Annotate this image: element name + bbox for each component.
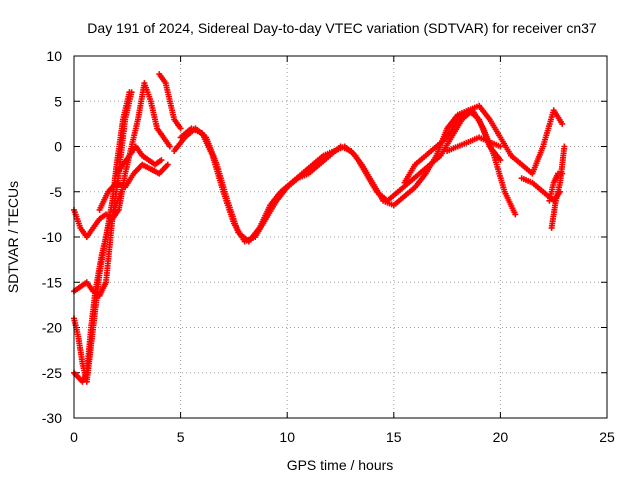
y-tick-label: 10 (46, 48, 62, 64)
data-point (512, 211, 519, 218)
plot-frame (73, 55, 608, 419)
x-tick-label: 25 (599, 429, 615, 445)
data-series (71, 71, 568, 385)
y-tick-label: -30 (42, 410, 62, 426)
y-tick-label: -20 (42, 320, 62, 336)
series-arc-8 (171, 107, 519, 245)
series-arc-3 (71, 89, 133, 385)
y-tick-label: -25 (42, 365, 62, 381)
series-arc-4 (71, 188, 124, 385)
series-arc-11 (444, 134, 504, 154)
series-arc-6 (113, 143, 165, 177)
x-tick-label: 20 (493, 429, 509, 445)
data-point (497, 143, 504, 150)
data-point (126, 89, 133, 96)
data-point (557, 188, 564, 195)
data-point (497, 157, 504, 164)
data-point (164, 161, 171, 168)
axis-ticks: 0 5 10 15 20 25 -30 -25 -20 -15 -10 -5 0 5 10 (42, 48, 615, 445)
series-arc-2 (71, 89, 135, 299)
y-tick-label: 5 (54, 93, 62, 109)
y-axis-label: SDTVAR / TECUs (5, 181, 21, 293)
x-tick-label: 0 (70, 429, 78, 445)
series-arc-5 (96, 161, 171, 213)
data-point (559, 120, 566, 127)
x-tick-label: 10 (279, 429, 295, 445)
x-tick-label: 5 (177, 429, 185, 445)
series-arc-15 (518, 175, 564, 204)
y-tick-label: 0 (54, 139, 62, 155)
data-point (177, 125, 184, 132)
series-arc-12 (508, 107, 566, 177)
grid (74, 56, 607, 418)
x-axis-label: GPS time / hours (287, 457, 394, 473)
series-arc-10 (401, 102, 515, 186)
series-arc-7 (156, 71, 184, 132)
x-tick-label: 15 (386, 429, 402, 445)
series-arc-9 (177, 107, 504, 245)
data-point (158, 157, 165, 164)
data-point (166, 143, 173, 150)
y-tick-label: -10 (42, 229, 62, 245)
data-point (561, 143, 568, 150)
y-tick-label: -15 (42, 274, 62, 290)
series-arc-14 (548, 143, 568, 231)
y-tick-label: -5 (50, 184, 63, 200)
chart-title: Day 191 of 2024, Sidereal Day-to-day VTE… (87, 20, 597, 36)
data-point (117, 188, 124, 195)
